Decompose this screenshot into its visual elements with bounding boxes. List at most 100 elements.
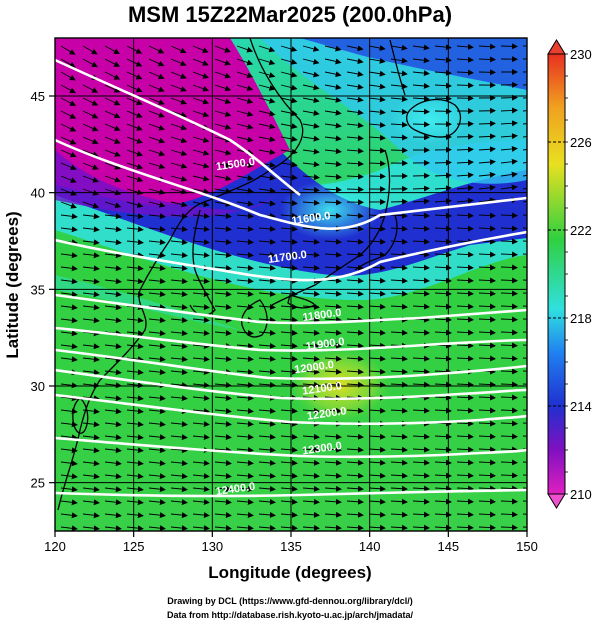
wind-arrow xyxy=(434,57,452,63)
wind-arrow xyxy=(126,71,143,80)
wind-arrow xyxy=(148,434,166,441)
wind-arrow xyxy=(236,329,254,336)
wind-arrow xyxy=(302,225,320,232)
wind-arrow xyxy=(60,356,78,363)
wind-arrow xyxy=(214,395,232,402)
wind-arrow xyxy=(478,146,496,153)
wind-arrow xyxy=(82,434,100,441)
wind-arrow xyxy=(126,213,144,220)
wind-arrow xyxy=(192,356,210,363)
wind-arrow xyxy=(170,110,188,118)
wind-arrow xyxy=(214,512,232,519)
wind-arrow xyxy=(126,356,144,363)
wind-arrow xyxy=(346,446,364,453)
wind-arrow xyxy=(192,460,210,467)
wind-arrow xyxy=(412,498,430,505)
wind-arrow xyxy=(126,486,144,493)
wind-arrow xyxy=(148,188,166,195)
wind-arrow xyxy=(390,44,408,51)
wind-arrow xyxy=(192,304,210,311)
wind-arrow xyxy=(412,198,430,205)
wind-arrow xyxy=(324,264,342,271)
wind-arrow xyxy=(478,394,496,401)
wind-arrow xyxy=(82,447,100,454)
wind-arrow xyxy=(324,71,342,78)
wind-arrow xyxy=(368,498,386,505)
wind-arrow xyxy=(368,70,386,77)
wind-arrow xyxy=(302,199,320,206)
wind-arrow xyxy=(500,290,518,297)
wind-arrow xyxy=(324,251,342,258)
wind-arrow xyxy=(60,382,78,389)
wind-arrow xyxy=(346,277,364,284)
wind-arrow xyxy=(104,473,122,480)
wind-arrow xyxy=(522,149,527,151)
wind-arrow xyxy=(236,524,254,531)
wind-arrow xyxy=(258,110,276,117)
wind-arrow xyxy=(368,238,386,245)
wind-arrow xyxy=(82,45,98,55)
wind-arrow xyxy=(434,251,452,258)
wind-arrow xyxy=(192,97,210,105)
wind-arrow xyxy=(258,316,276,323)
wind-arrow xyxy=(236,407,254,414)
wind-arrow xyxy=(456,159,474,166)
wind-arrow xyxy=(346,264,364,271)
wind-arrow xyxy=(60,486,78,493)
wind-arrow xyxy=(236,472,254,479)
wind-arrow xyxy=(170,395,188,402)
wind-arrow xyxy=(60,408,78,415)
wind-arrow xyxy=(280,45,298,52)
wind-arrow xyxy=(60,473,78,480)
contour-label: 11700.0 xyxy=(267,249,307,266)
wind-arrow xyxy=(214,421,232,428)
wind-arrow xyxy=(148,343,166,350)
wind-arrow xyxy=(236,123,254,130)
wind-arrow xyxy=(280,446,298,453)
wind-arrow xyxy=(522,383,527,385)
wind-arrow xyxy=(60,213,78,220)
wind-arrow xyxy=(126,512,144,519)
wind-arrow xyxy=(522,123,527,125)
wind-arrow xyxy=(214,84,232,92)
wind-arrow xyxy=(214,408,232,415)
wind-arrow xyxy=(192,343,210,350)
x-tick-label: 125 xyxy=(123,539,145,554)
wind-arrow xyxy=(522,461,527,463)
wind-arrow xyxy=(456,407,474,414)
wind-arrow xyxy=(170,252,188,259)
wind-arrow xyxy=(126,175,144,183)
wind-arrow xyxy=(192,201,210,208)
wind-arrow xyxy=(258,524,276,531)
wind-arrow xyxy=(214,447,232,454)
wind-arrow xyxy=(368,96,386,103)
wind-arrow xyxy=(456,69,474,76)
wind-arrow xyxy=(280,135,298,142)
wind-arrow xyxy=(434,303,452,310)
wind-arrow xyxy=(170,84,187,92)
wind-arrow xyxy=(412,212,430,219)
wind-arrow xyxy=(478,472,496,479)
wind-arrow xyxy=(82,226,100,233)
wind-arrow xyxy=(126,525,144,531)
wind-arrow xyxy=(522,136,527,138)
wind-arrow xyxy=(236,251,254,258)
wind-arrow xyxy=(60,447,78,454)
wind-arrow xyxy=(324,45,342,52)
wind-arrow xyxy=(456,290,474,297)
wind-arrow xyxy=(258,136,276,143)
wind-arrow xyxy=(192,71,209,79)
wind-arrow xyxy=(258,446,276,453)
x-tick-label: 120 xyxy=(44,539,66,554)
wind-arrow xyxy=(214,473,232,480)
wind-arrow xyxy=(258,71,276,78)
wind-arrow xyxy=(280,381,298,388)
wind-arrow xyxy=(170,460,188,467)
wind-arrow xyxy=(280,290,298,297)
wind-arrow xyxy=(324,511,342,518)
wind-arrow xyxy=(280,110,298,117)
wind-arrow xyxy=(214,162,232,169)
wind-arrow xyxy=(368,472,386,479)
wind-arrow xyxy=(324,212,342,219)
